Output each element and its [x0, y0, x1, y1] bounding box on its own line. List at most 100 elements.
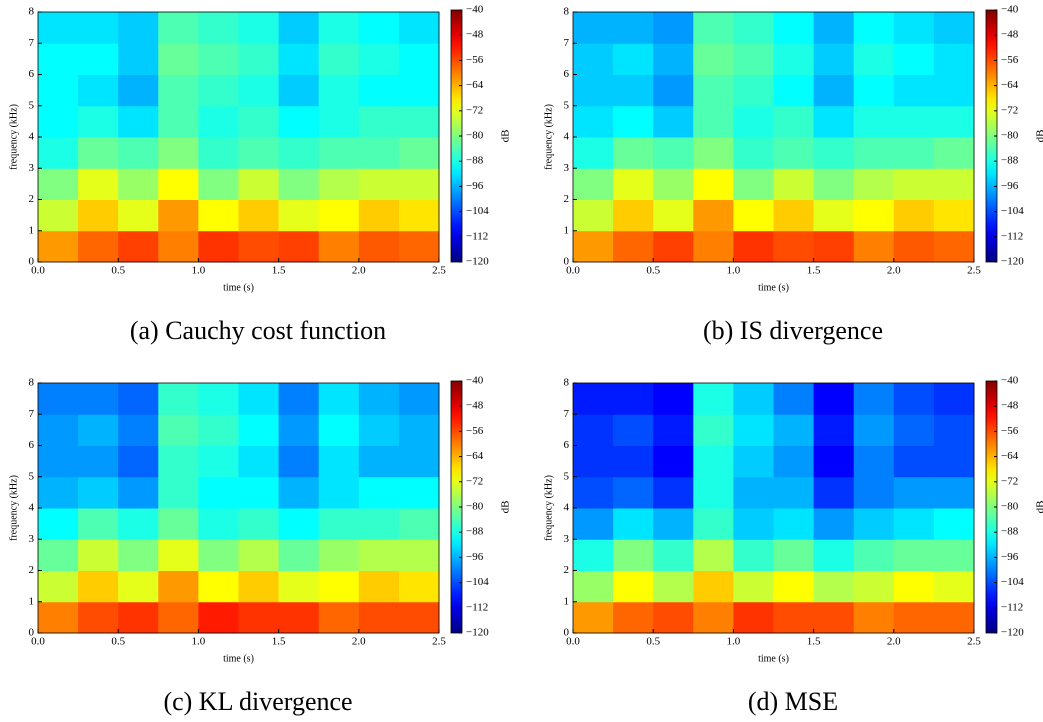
heatmap-cell — [278, 199, 320, 232]
x-tick-label: 1.5 — [272, 636, 286, 648]
heatmap-cell — [613, 414, 654, 446]
heatmap-cell — [933, 601, 975, 634]
heatmap-cell — [653, 137, 694, 169]
heatmap-cell — [158, 230, 199, 263]
heatmap-cell — [853, 230, 895, 263]
colorbar-tick-label: −64 — [466, 79, 484, 91]
colorbar-tick-label: −80 — [1001, 501, 1019, 513]
heatmap-cell — [573, 168, 614, 200]
y-tick-label: 5 — [29, 99, 35, 111]
heatmap-cell — [238, 43, 280, 75]
y-axis-label: frequency (kHz) — [543, 475, 554, 541]
heatmap-cell — [813, 74, 855, 107]
heatmap-cell — [38, 168, 79, 200]
heatmap-cell — [118, 168, 159, 200]
heatmap-cell — [238, 383, 280, 415]
heatmap-cell — [78, 445, 119, 478]
heatmap-cell — [398, 230, 440, 263]
heatmap-cell — [118, 414, 159, 446]
heatmap-cell — [158, 445, 199, 478]
heatmap-cell — [853, 414, 895, 446]
heatmap-cell — [773, 508, 815, 540]
heatmap-cell — [933, 105, 975, 138]
x-tick-label: 1.5 — [272, 265, 286, 277]
heatmap-cell — [813, 570, 855, 603]
x-tick-label: 0.0 — [31, 265, 45, 277]
heatmap-cell — [813, 445, 855, 478]
heatmap-cell — [238, 508, 280, 540]
heatmap-cell — [358, 476, 400, 509]
heatmap-cell — [613, 383, 654, 415]
heatmap-cell — [38, 476, 79, 509]
colorbar-tick-label: −104 — [1001, 205, 1024, 217]
heatmap-cell — [733, 137, 774, 169]
heatmap-cell — [158, 383, 199, 415]
heatmap-cell — [278, 105, 320, 138]
heatmap-cell — [813, 105, 855, 138]
heatmap-cell — [278, 12, 320, 44]
heatmap-cell — [693, 570, 734, 603]
colorbar-tick-label: −72 — [466, 475, 483, 487]
y-tick-label: 8 — [29, 377, 35, 389]
x-tick-label: 2.5 — [967, 636, 981, 648]
heatmap-cell — [358, 199, 400, 232]
heatmap-cell — [773, 230, 815, 263]
heatmap-cell — [198, 445, 239, 478]
heatmap-cell — [78, 476, 119, 509]
colorbar-tick-label: −120 — [1001, 627, 1024, 639]
heatmap-cell — [893, 105, 935, 138]
heatmap-cell — [613, 199, 654, 232]
colorbar-label: dB — [500, 130, 512, 143]
heatmap-cell — [78, 570, 119, 603]
heatmap-cell — [38, 570, 79, 603]
heatmap-cell — [853, 74, 895, 107]
heatmap-cell — [198, 43, 239, 75]
heatmap-cell — [773, 445, 815, 478]
heatmap-cell — [893, 539, 935, 571]
heatmap-cell — [358, 230, 400, 263]
heatmap-cell — [693, 414, 734, 446]
heatmap-cell — [653, 74, 694, 107]
heatmap-cell — [693, 199, 734, 232]
x-tick-label: 2.0 — [352, 636, 366, 648]
y-tick-label: 2 — [29, 193, 35, 205]
heatmap-cell — [773, 601, 815, 634]
heatmap-cell — [358, 43, 400, 75]
heatmap-cell — [773, 383, 815, 415]
heatmap-cell — [318, 43, 360, 75]
x-tick-label: 1.5 — [807, 265, 821, 277]
heatmap-cell — [318, 12, 360, 44]
heatmap-cell — [198, 539, 239, 571]
heatmap-cell — [653, 601, 694, 634]
y-tick-label: 5 — [29, 470, 35, 482]
colorbar-tick-label: −48 — [466, 29, 484, 41]
heatmap-cell — [398, 414, 440, 446]
heatmap-cell — [893, 43, 935, 75]
heatmap-cell — [573, 539, 614, 571]
y-tick-label: 2 — [564, 564, 570, 576]
heatmap-cell — [653, 12, 694, 44]
y-tick-label: 7 — [564, 408, 570, 420]
colorbar-tick-label: −64 — [1001, 450, 1019, 462]
colorbar-tick-label: −112 — [466, 230, 488, 242]
heatmap-cell — [358, 570, 400, 603]
y-tick-label: 1 — [29, 224, 35, 236]
heatmap-cell — [653, 445, 694, 478]
heatmap-cell — [158, 74, 199, 107]
heatmap-cell — [278, 74, 320, 107]
heatmap-cell — [198, 601, 239, 634]
y-tick-label: 7 — [29, 37, 35, 49]
heatmap-cell — [38, 230, 79, 263]
heatmap-cell — [38, 43, 79, 75]
heatmap-cell — [733, 43, 774, 75]
heatmap-cell — [198, 105, 239, 138]
heatmap-cell — [78, 230, 119, 263]
colorbar-tick-label: −96 — [466, 551, 484, 563]
heatmap-cell — [118, 12, 159, 44]
colorbar-tick-label: −112 — [1001, 230, 1023, 242]
heatmap-cell — [198, 168, 239, 200]
heatmap-cell — [398, 168, 440, 200]
colorbar-tick-label: −48 — [1001, 400, 1019, 412]
colorbar-tick-label: −40 — [466, 4, 484, 16]
